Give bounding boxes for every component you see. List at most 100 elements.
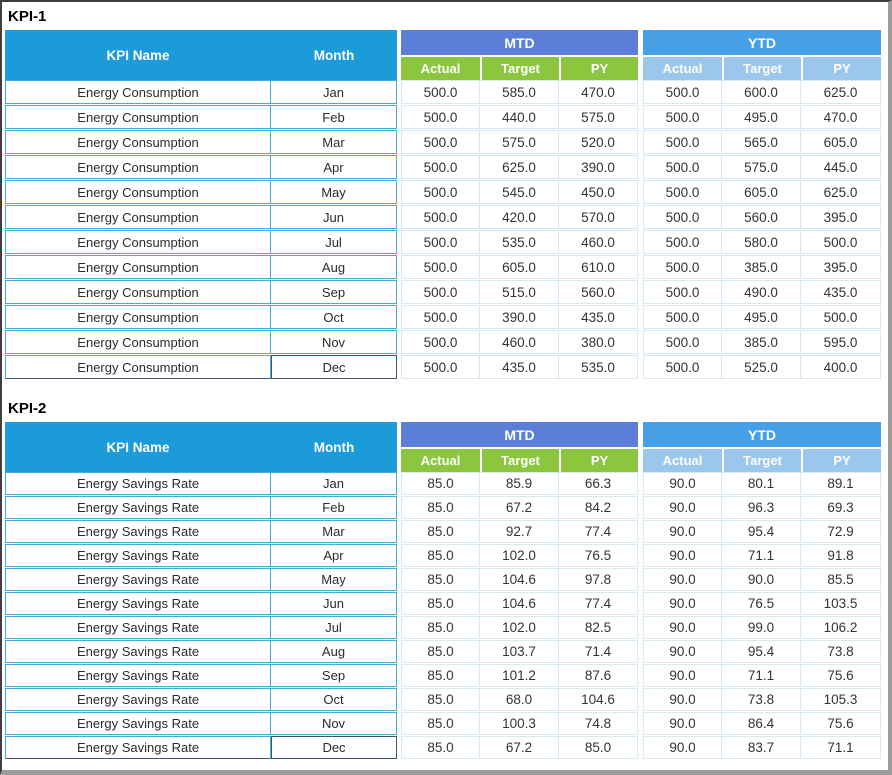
ytd-actual-cell[interactable]: 90.0	[643, 664, 722, 687]
ytd-actual-cell[interactable]: 90.0	[643, 736, 722, 759]
mtd-py-cell[interactable]: 575.0	[559, 105, 638, 129]
kpi-name-cell[interactable]: Energy Consumption	[5, 230, 271, 254]
mtd-target-cell[interactable]: 104.6	[480, 568, 559, 591]
mtd-py-cell[interactable]: 84.2	[559, 496, 638, 519]
ytd-target-cell[interactable]: 495.0	[722, 105, 801, 129]
kpi-name-cell[interactable]: Energy Consumption	[5, 130, 271, 154]
ytd-py-cell[interactable]: 500.0	[801, 230, 881, 254]
mtd-actual-cell[interactable]: 500.0	[401, 355, 480, 379]
mtd-py-cell[interactable]: 77.4	[559, 592, 638, 615]
mtd-target-cell[interactable]: 440.0	[480, 105, 559, 129]
mtd-py-cell[interactable]: 85.0	[559, 736, 638, 759]
kpi-name-cell[interactable]: Energy Savings Rate	[5, 592, 271, 615]
month-cell[interactable]: Sep	[271, 280, 397, 304]
mtd-actual-cell[interactable]: 85.0	[401, 544, 480, 567]
ytd-actual-cell[interactable]: 500.0	[643, 205, 722, 229]
mtd-group-header[interactable]: MTD	[401, 30, 638, 55]
mtd-group-header[interactable]: MTD	[401, 422, 638, 447]
mtd-py-cell[interactable]: 76.5	[559, 544, 638, 567]
mtd-actual-cell[interactable]: 500.0	[401, 280, 480, 304]
month-cell[interactable]: Nov	[271, 330, 397, 354]
mtd-actual-cell[interactable]: 85.0	[401, 664, 480, 687]
month-cell[interactable]: Feb	[271, 496, 397, 519]
mtd-target-cell[interactable]: 101.2	[480, 664, 559, 687]
mtd-py-cell[interactable]: 435.0	[559, 305, 638, 329]
mtd-py-cell[interactable]: 104.6	[559, 688, 638, 711]
ytd-target-cell[interactable]: 95.4	[722, 520, 801, 543]
mtd-target-cell[interactable]: 420.0	[480, 205, 559, 229]
mtd-target-cell[interactable]: 102.0	[480, 616, 559, 639]
ytd-group-header[interactable]: YTD	[643, 30, 881, 55]
kpi-name-cell[interactable]: Energy Savings Rate	[5, 664, 271, 687]
mtd-py-cell[interactable]: 71.4	[559, 640, 638, 663]
mtd-actual-cell[interactable]: 85.0	[401, 472, 480, 495]
month-cell[interactable]: Jun	[271, 205, 397, 229]
mtd-target-cell[interactable]: 92.7	[480, 520, 559, 543]
mtd-actual-cell[interactable]: 85.0	[401, 736, 480, 759]
ytd-py-cell[interactable]: 89.1	[801, 472, 881, 495]
kpi-name-cell[interactable]: Energy Consumption	[5, 305, 271, 329]
mtd-target-cell[interactable]: 100.3	[480, 712, 559, 735]
ytd-target-header[interactable]: Target	[722, 449, 801, 472]
ytd-target-cell[interactable]: 76.5	[722, 592, 801, 615]
ytd-target-cell[interactable]: 71.1	[722, 544, 801, 567]
ytd-actual-cell[interactable]: 500.0	[643, 230, 722, 254]
month-header[interactable]: Month	[313, 47, 355, 63]
mtd-py-cell[interactable]: 380.0	[559, 330, 638, 354]
ytd-py-cell[interactable]: 445.0	[801, 155, 881, 179]
mtd-target-cell[interactable]: 67.2	[480, 736, 559, 759]
ytd-py-cell[interactable]: 71.1	[801, 736, 881, 759]
ytd-py-cell[interactable]: 605.0	[801, 130, 881, 154]
kpi-name-header[interactable]: KPI Name	[106, 47, 170, 63]
month-cell[interactable]: Jan	[271, 472, 397, 495]
kpi-name-cell[interactable]: Energy Consumption	[5, 80, 271, 104]
month-cell[interactable]: Jul	[271, 616, 397, 639]
ytd-target-cell[interactable]: 580.0	[722, 230, 801, 254]
ytd-py-cell[interactable]: 73.8	[801, 640, 881, 663]
ytd-py-cell[interactable]: 72.9	[801, 520, 881, 543]
mtd-target-header[interactable]: Target	[480, 449, 559, 472]
ytd-target-cell[interactable]: 95.4	[722, 640, 801, 663]
month-cell[interactable]: Apr	[271, 155, 397, 179]
mtd-py-cell[interactable]: 77.4	[559, 520, 638, 543]
mtd-actual-header[interactable]: Actual	[401, 449, 480, 472]
mtd-py-cell[interactable]: 66.3	[559, 472, 638, 495]
ytd-group-header[interactable]: YTD	[643, 422, 881, 447]
mtd-target-cell[interactable]: 605.0	[480, 255, 559, 279]
mtd-target-cell[interactable]: 104.6	[480, 592, 559, 615]
mtd-target-cell[interactable]: 535.0	[480, 230, 559, 254]
mtd-actual-cell[interactable]: 500.0	[401, 255, 480, 279]
mtd-py-cell[interactable]: 570.0	[559, 205, 638, 229]
ytd-py-cell[interactable]: 85.5	[801, 568, 881, 591]
month-cell[interactable]: Jun	[271, 592, 397, 615]
mtd-actual-cell[interactable]: 85.0	[401, 616, 480, 639]
kpi-name-cell[interactable]: Energy Savings Rate	[5, 616, 271, 639]
mtd-actual-cell[interactable]: 500.0	[401, 330, 480, 354]
ytd-actual-cell[interactable]: 90.0	[643, 544, 722, 567]
month-cell[interactable]: Dec	[271, 736, 397, 759]
month-cell[interactable]: May	[271, 568, 397, 591]
mtd-actual-cell[interactable]: 85.0	[401, 520, 480, 543]
mtd-actual-cell[interactable]: 500.0	[401, 305, 480, 329]
mtd-target-cell[interactable]: 515.0	[480, 280, 559, 304]
mtd-actual-cell[interactable]: 85.0	[401, 496, 480, 519]
ytd-actual-cell[interactable]: 90.0	[643, 712, 722, 735]
kpi-name-cell[interactable]: Energy Savings Rate	[5, 688, 271, 711]
mtd-py-cell[interactable]: 82.5	[559, 616, 638, 639]
month-cell[interactable]: Oct	[271, 688, 397, 711]
kpi-name-cell[interactable]: Energy Savings Rate	[5, 472, 271, 495]
ytd-target-cell[interactable]: 490.0	[722, 280, 801, 304]
mtd-py-cell[interactable]: 390.0	[559, 155, 638, 179]
month-cell[interactable]: Nov	[271, 712, 397, 735]
ytd-actual-cell[interactable]: 500.0	[643, 130, 722, 154]
mtd-py-cell[interactable]: 535.0	[559, 355, 638, 379]
ytd-target-cell[interactable]: 385.0	[722, 255, 801, 279]
ytd-actual-cell[interactable]: 90.0	[643, 568, 722, 591]
ytd-actual-cell[interactable]: 500.0	[643, 180, 722, 204]
ytd-target-cell[interactable]: 565.0	[722, 130, 801, 154]
mtd-actual-cell[interactable]: 85.0	[401, 640, 480, 663]
mtd-py-header[interactable]: PY	[559, 57, 638, 80]
ytd-target-cell[interactable]: 605.0	[722, 180, 801, 204]
mtd-target-cell[interactable]: 102.0	[480, 544, 559, 567]
kpi-name-cell[interactable]: Energy Savings Rate	[5, 520, 271, 543]
